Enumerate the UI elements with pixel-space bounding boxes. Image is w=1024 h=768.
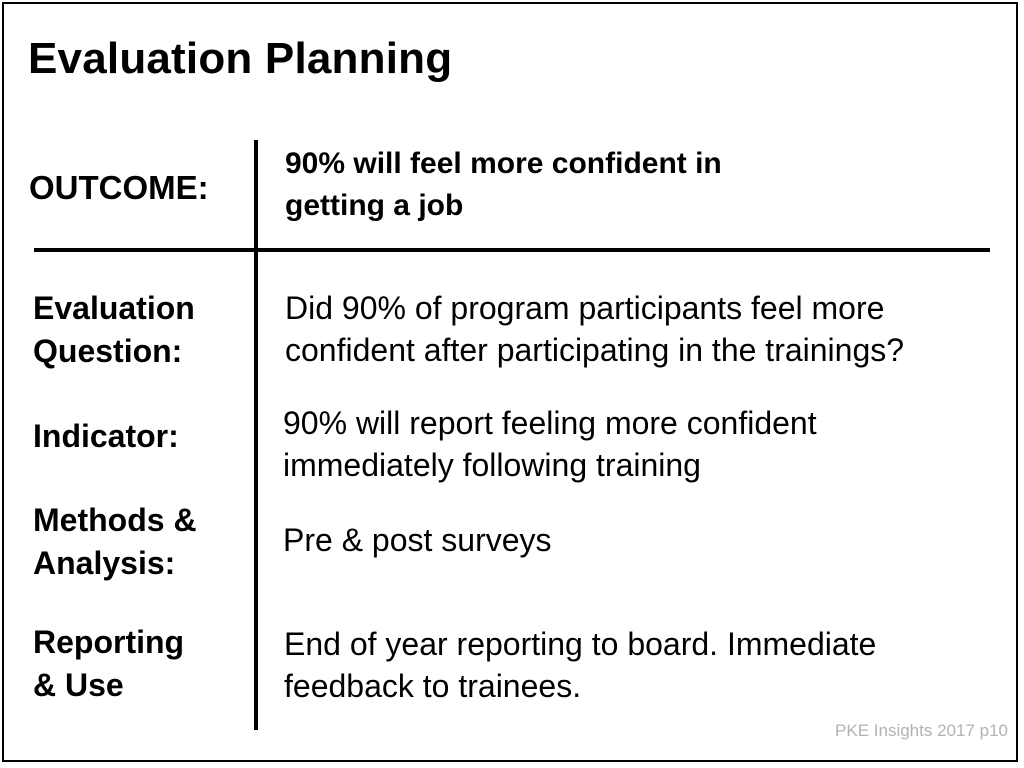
label-line: Reporting <box>33 624 185 660</box>
outcome-value-line: getting a job <box>285 189 464 222</box>
slide-title: Evaluation Planning <box>28 34 453 83</box>
label-line: Question: <box>33 333 183 369</box>
indicator-value: 90% will report feeling more confident i… <box>283 402 817 486</box>
value-line: Did 90% of program participants feel mor… <box>285 290 885 326</box>
outcome-value-line: 90% will feel more confident in <box>285 147 722 180</box>
evaluation-question-value: Did 90% of program participants feel mor… <box>285 287 904 371</box>
indicator-label: Indicator: <box>33 415 179 458</box>
outcome-value: 90% will feel more confident in getting … <box>285 143 722 227</box>
reporting-use-value: End of year reporting to board. Immediat… <box>284 623 876 707</box>
value-line: immediately following training <box>283 447 701 483</box>
label-line: Methods & <box>33 502 197 538</box>
methods-analysis-label: Methods & Analysis: <box>33 499 197 585</box>
value-line: confident after participating in the tra… <box>285 332 905 368</box>
footer-credit: PKE Insights 2017 p10 <box>835 721 1008 740</box>
evaluation-question-label: Evaluation Question: <box>33 287 195 373</box>
horizontal-divider <box>34 248 990 252</box>
label-line: Indicator: <box>33 418 179 454</box>
value-line: End of year reporting to board. Immediat… <box>284 626 877 662</box>
vertical-divider <box>254 140 258 730</box>
label-line: Evaluation <box>33 290 195 326</box>
reporting-use-label: Reporting & Use <box>33 621 184 707</box>
value-line: Pre & post surveys <box>283 522 552 558</box>
value-line: feedback to trainees. <box>284 668 582 704</box>
label-line: Analysis: <box>33 545 176 581</box>
value-line: 90% will report feeling more confident <box>283 405 817 441</box>
methods-analysis-value: Pre & post surveys <box>283 519 552 561</box>
label-line: & Use <box>33 667 124 703</box>
outcome-label: OUTCOME: <box>29 169 209 206</box>
